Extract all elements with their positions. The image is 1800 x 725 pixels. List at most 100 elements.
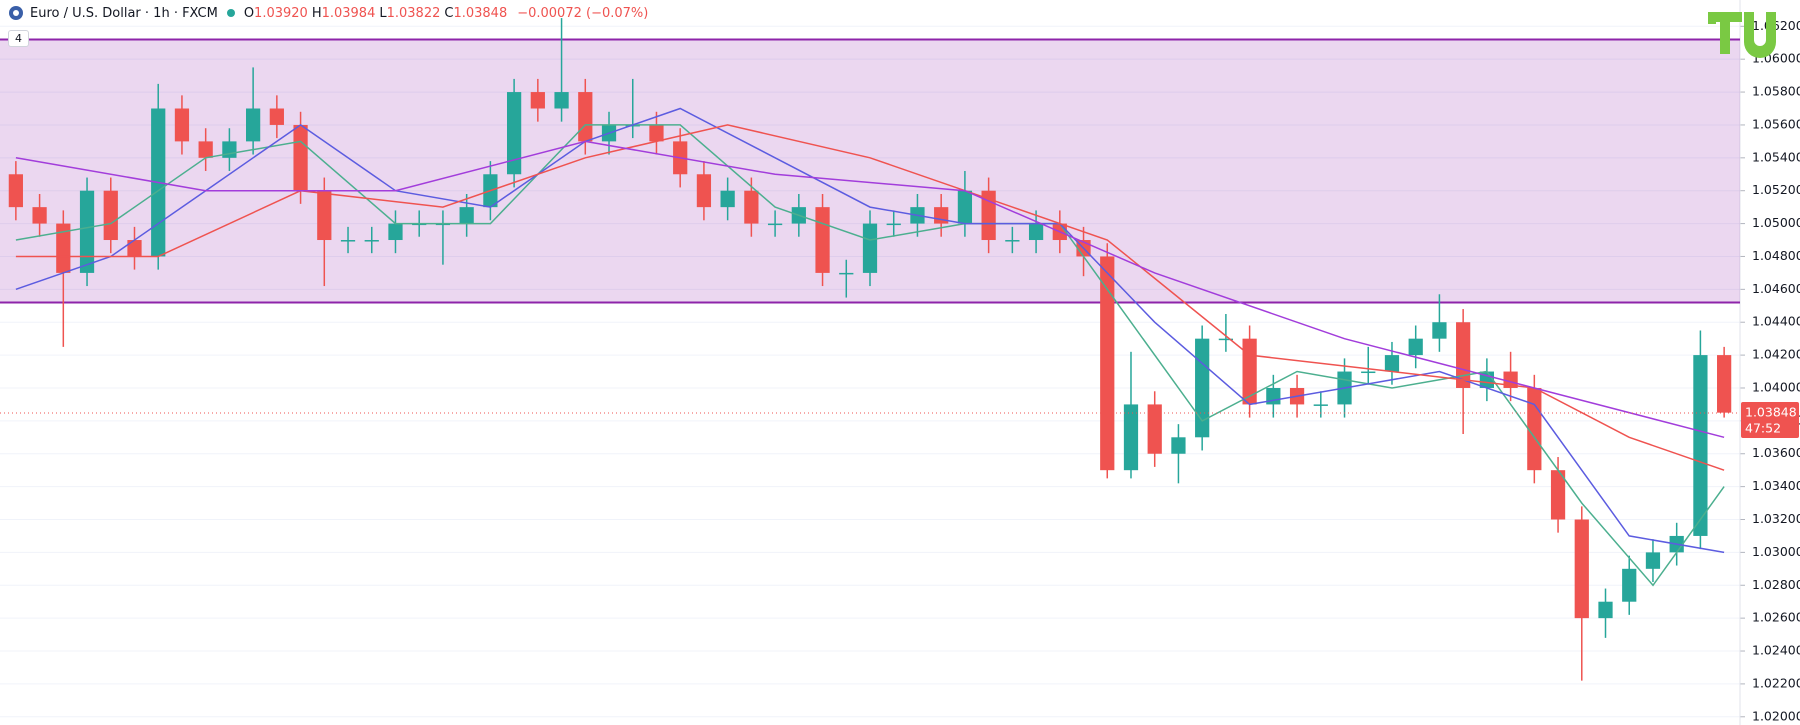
moving-average xyxy=(15,107,1725,554)
candle-body xyxy=(388,223,403,241)
last-price-tag xyxy=(1741,401,1799,438)
candle-body xyxy=(174,108,190,142)
candle-body xyxy=(1266,387,1281,405)
candle-body xyxy=(1598,601,1613,619)
ohlc-value: 1.03984 xyxy=(321,5,376,21)
candle-body xyxy=(744,190,759,224)
y-tick-label: 1.02400 xyxy=(1752,643,1800,658)
moving-average xyxy=(15,124,1725,587)
candle-body xyxy=(459,207,474,224)
candle-body xyxy=(862,223,878,273)
logo xyxy=(1708,12,1776,58)
candle-body xyxy=(1693,355,1708,536)
y-tick-label: 1.05400 xyxy=(1752,149,1800,164)
ohlc-label: L xyxy=(379,5,387,21)
y-tick-label: 1.03600 xyxy=(1752,445,1800,460)
y-tick-label: 1.04400 xyxy=(1752,314,1800,329)
candle-body xyxy=(696,174,712,208)
ohlc-value: 1.03848 xyxy=(453,5,508,21)
symbol-title: Euro / U.S. Dollar · 1h · FXCM xyxy=(30,5,218,21)
logo-shape xyxy=(1744,12,1776,58)
candle-body xyxy=(1361,371,1376,374)
y-tick-label: 1.05000 xyxy=(1752,215,1800,230)
candle-body xyxy=(1147,404,1162,454)
candle-body xyxy=(554,92,569,109)
status-dot xyxy=(226,9,235,17)
candle-body xyxy=(934,207,949,224)
logo-shape xyxy=(1708,12,1742,54)
candle-body xyxy=(1622,568,1637,602)
candle-body xyxy=(1123,404,1139,471)
moving-average xyxy=(15,124,1725,471)
candle-body xyxy=(1313,404,1328,406)
candle-body xyxy=(1574,519,1589,619)
y-tick-label: 1.03400 xyxy=(1752,478,1800,493)
candle-body xyxy=(506,92,522,175)
y-tick-label: 1.04800 xyxy=(1752,248,1800,263)
candle-body xyxy=(649,124,664,142)
candle-body xyxy=(1100,256,1115,471)
candle-body xyxy=(1408,338,1423,356)
candle-body xyxy=(340,240,356,242)
candle-body xyxy=(56,223,71,273)
y-tick-label: 1.02000 xyxy=(1752,708,1800,723)
candle-body xyxy=(1717,355,1732,413)
change: −0.00072 (−0.07%) xyxy=(517,5,649,21)
candle-body xyxy=(1503,371,1518,388)
ohlc-label: O xyxy=(243,5,255,21)
ohlc-value: 1.03822 xyxy=(386,5,441,21)
candle-body xyxy=(886,223,901,226)
ohlc-values: O1.03920 H1.03984 L1.03822 C1.03848 xyxy=(244,6,511,21)
last-price-label: 1.03848 xyxy=(1745,404,1797,419)
y-tick-label: 1.05200 xyxy=(1752,182,1800,197)
candle-body xyxy=(32,207,47,224)
y-tick-label: 1.04200 xyxy=(1752,347,1800,362)
legend-header: Euro / U.S. Dollar · 1h · FXCM O1.03920 H… xyxy=(8,5,652,21)
candle-body xyxy=(815,207,830,273)
candle-body xyxy=(1645,552,1661,569)
symbol-icon xyxy=(9,6,23,20)
candle-body xyxy=(720,190,735,208)
candle-body xyxy=(364,240,379,242)
candle-body xyxy=(1242,338,1257,405)
candle-body xyxy=(1005,240,1020,242)
ohlc-label: H xyxy=(311,5,322,21)
y-tick-label: 1.04600 xyxy=(1752,281,1800,296)
candle-body xyxy=(269,108,284,125)
candle-body xyxy=(1195,338,1210,438)
candle-body xyxy=(1028,223,1044,241)
candle-body xyxy=(8,174,23,208)
candle-body xyxy=(1171,437,1186,454)
y-tick-label: 1.05600 xyxy=(1752,116,1800,131)
candle-body xyxy=(1384,355,1400,372)
moving-average xyxy=(15,140,1725,439)
ohlc-label: C xyxy=(444,5,454,21)
y-tick-label: 1.02200 xyxy=(1752,675,1800,690)
candle-body xyxy=(127,240,142,257)
candle-body xyxy=(317,190,332,241)
candle-body xyxy=(1432,322,1447,339)
indicator-badge[interactable]: 4 xyxy=(8,30,29,47)
candle-body xyxy=(957,190,973,224)
y-tick-label: 1.02800 xyxy=(1752,577,1800,592)
candle-body xyxy=(530,92,545,109)
candle-body xyxy=(79,190,95,273)
y-tick-label: 1.04000 xyxy=(1752,379,1800,394)
candle-body xyxy=(103,190,118,241)
candle-body xyxy=(293,124,308,191)
candle-body xyxy=(578,92,593,142)
y-tick-label: 1.03200 xyxy=(1752,511,1800,526)
ohlc-value: 1.03920 xyxy=(254,5,308,21)
candle-body xyxy=(198,141,213,158)
candle-body xyxy=(1456,322,1471,388)
candle-body xyxy=(1550,470,1566,520)
y-tick-label: 1.03000 xyxy=(1752,544,1800,559)
candle-body xyxy=(839,272,854,275)
candle-body xyxy=(246,108,261,142)
candle-body xyxy=(1218,338,1234,341)
y-tick-label: 1.02600 xyxy=(1752,610,1800,625)
logo-shape xyxy=(1708,14,1716,24)
candle-body xyxy=(222,141,237,158)
